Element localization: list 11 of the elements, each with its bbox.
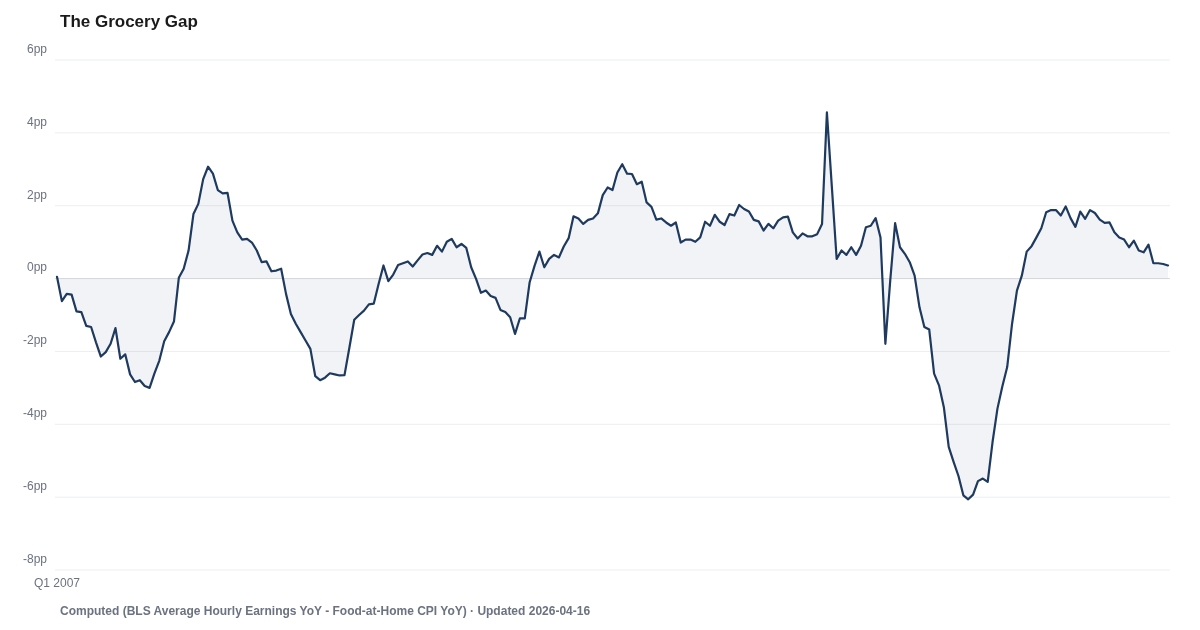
y-tick-label: -2pp	[22, 333, 48, 348]
y-tick-label: 6pp	[26, 41, 48, 56]
chart-title: The Grocery Gap	[60, 12, 198, 31]
y-tick-label: 4pp	[26, 114, 48, 129]
y-tick-label: 2pp	[26, 187, 48, 202]
y-tick-label: -4pp	[22, 406, 48, 421]
x-tick-label: Q1 2007	[33, 576, 81, 590]
y-tick-label: -6pp	[22, 478, 48, 493]
y-tick-label: -8pp	[22, 551, 48, 566]
y-tick-label: 0pp	[26, 260, 48, 275]
text: Computed (BLS Average Hourly Earnings YoY - Food-at-Home CPI YoY) · Updated 2026-04-16	[60, 604, 591, 618]
